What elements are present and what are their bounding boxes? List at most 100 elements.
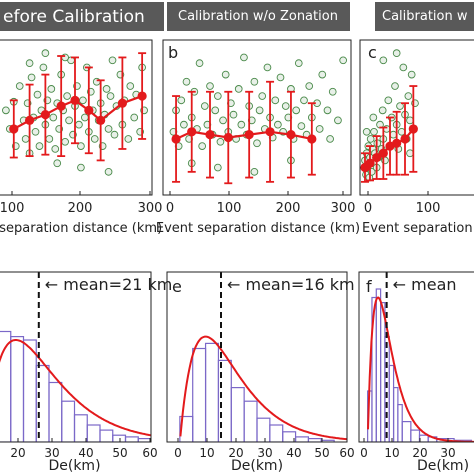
mean-point bbox=[9, 124, 19, 134]
scatter-point bbox=[25, 59, 34, 68]
x-tick-label: 40 bbox=[286, 446, 301, 460]
scatter-point bbox=[328, 87, 337, 96]
hist-bar bbox=[137, 438, 151, 442]
scatter-point bbox=[326, 135, 334, 143]
x-axis-label: De(km) bbox=[231, 458, 283, 474]
x-tick-label: 30 bbox=[44, 446, 59, 460]
mean-point bbox=[24, 115, 35, 125]
mean-point bbox=[392, 138, 402, 148]
scatter-point bbox=[2, 106, 10, 115]
panel-header-calibration-wo-zonation: Calibration w/o Zonation bbox=[167, 2, 350, 31]
hist-panel-e bbox=[179, 272, 347, 442]
hist-bar bbox=[124, 436, 139, 442]
hist-bar bbox=[269, 424, 284, 442]
scatter-point bbox=[339, 56, 348, 65]
scatter-point bbox=[362, 127, 371, 136]
x-tick-label: 50 bbox=[112, 446, 127, 460]
scatter-point bbox=[77, 142, 85, 150]
hist-bar bbox=[392, 387, 399, 442]
scatter-point bbox=[53, 159, 62, 168]
x-tick-label: 20 bbox=[10, 446, 25, 460]
axes-frame bbox=[0, 39, 153, 196]
hist-bar bbox=[61, 400, 76, 442]
x-tick-label: 30 bbox=[440, 446, 455, 460]
mean-point bbox=[137, 91, 147, 101]
scatter-point bbox=[258, 92, 267, 100]
x-tick-label: 30 bbox=[257, 446, 272, 460]
scatter-panel-a bbox=[2, 49, 148, 176]
mean-point bbox=[286, 130, 296, 140]
scatter-point bbox=[45, 135, 54, 143]
scatter-point bbox=[130, 113, 139, 122]
x-tick-label: 10 bbox=[199, 446, 214, 460]
scatter-point bbox=[240, 53, 248, 62]
scatter-point bbox=[384, 96, 393, 105]
scatter-point bbox=[382, 125, 391, 133]
header-label: efore Calibration bbox=[3, 6, 145, 27]
scatter-point bbox=[369, 113, 378, 122]
hist-bar bbox=[204, 342, 220, 442]
hist-bar bbox=[410, 429, 421, 442]
scatter-point bbox=[281, 102, 290, 110]
scatter-point bbox=[39, 63, 48, 72]
mean-point bbox=[365, 158, 375, 168]
axes-frame bbox=[0, 271, 152, 443]
hist-bar bbox=[73, 414, 88, 442]
fit-curve bbox=[179, 335, 347, 441]
scatter-point bbox=[370, 127, 378, 136]
panel-header-before-calibration: efore Calibration bbox=[0, 2, 164, 31]
hist-bar bbox=[48, 381, 63, 442]
hist-bar bbox=[256, 417, 271, 442]
x-tick-label: 60 bbox=[142, 446, 157, 460]
mean-point bbox=[378, 148, 388, 158]
mean-point bbox=[205, 130, 215, 140]
hist-bar bbox=[86, 424, 101, 442]
scatter-point bbox=[180, 120, 188, 129]
hist-bar bbox=[99, 429, 114, 442]
hist-panel-f bbox=[367, 272, 474, 442]
mean-point bbox=[117, 98, 127, 108]
scatter-point bbox=[126, 82, 135, 90]
x-axis-label: Event separation distance (km) bbox=[156, 221, 360, 236]
mean-point bbox=[84, 105, 94, 115]
scatter-point bbox=[250, 167, 259, 176]
scatter-point bbox=[253, 139, 261, 148]
mean-point bbox=[70, 95, 80, 105]
x-tick-label: 0 bbox=[360, 446, 368, 460]
scatter-point bbox=[213, 92, 222, 100]
mean-point bbox=[307, 134, 317, 144]
scatter-panel-c bbox=[360, 49, 419, 183]
scatter-point bbox=[318, 70, 327, 79]
scatter-point bbox=[392, 49, 401, 58]
scatter-point bbox=[65, 116, 73, 125]
fit-curve bbox=[0, 339, 151, 437]
scatter-point bbox=[334, 116, 342, 125]
scatter-point bbox=[221, 70, 230, 79]
mean-point bbox=[223, 132, 233, 143]
scatter-point bbox=[31, 127, 40, 136]
x-tick-label: 300 bbox=[138, 201, 163, 216]
panel-letter: e bbox=[172, 277, 182, 296]
mean-point bbox=[56, 101, 66, 111]
scatter-point bbox=[229, 110, 238, 119]
fit-curve bbox=[367, 296, 474, 442]
hist-bar bbox=[243, 400, 258, 442]
scatter-point bbox=[81, 113, 89, 122]
scatter-point bbox=[63, 92, 71, 100]
hist-bar bbox=[397, 404, 403, 442]
mean-point bbox=[96, 115, 106, 125]
scatter-point bbox=[389, 130, 398, 139]
scatter-point bbox=[15, 82, 24, 90]
scatter-point bbox=[315, 125, 324, 133]
scatter-point bbox=[292, 106, 301, 115]
scatter-point bbox=[106, 92, 115, 100]
scatter-point bbox=[61, 53, 69, 62]
x-axis-label: De(km) bbox=[417, 458, 469, 474]
scatter-point bbox=[255, 106, 264, 115]
scatter-point bbox=[391, 82, 399, 90]
scatter-point bbox=[195, 59, 204, 68]
hist-bar bbox=[112, 434, 127, 442]
x-tick-label: 100 bbox=[217, 201, 242, 216]
scatter-point bbox=[51, 145, 60, 153]
hist-bar bbox=[401, 421, 412, 442]
